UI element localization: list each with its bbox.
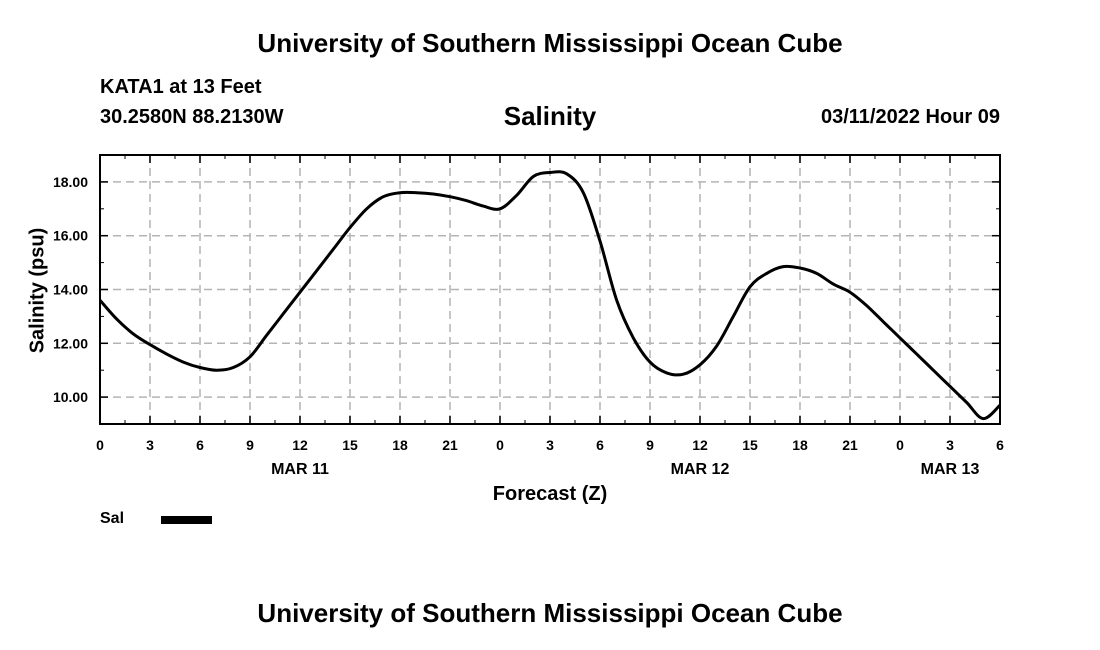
x-tick-label: 3 <box>946 437 954 453</box>
forecast-datetime: 03/11/2022 Hour 09 <box>820 106 1000 128</box>
x-tick-label: 3 <box>146 437 154 453</box>
x-tick-label: 12 <box>292 437 308 453</box>
x-tick-label: 21 <box>842 437 858 453</box>
x-tick-label: 9 <box>246 437 254 453</box>
x-tick-label: 9 <box>646 437 654 453</box>
chart-title: Salinity <box>503 101 597 131</box>
series-line-sal <box>98 170 1002 421</box>
legend-label: Sal <box>100 510 125 527</box>
date-label: MAR 13 <box>921 461 980 478</box>
x-tick-label: 6 <box>196 437 204 453</box>
legend-swatch <box>161 516 212 524</box>
bottom-title: University of Southern Mississippi Ocean… <box>257 598 843 628</box>
y-axis-label: Salinity (psu) <box>26 227 49 354</box>
x-tick-label: 15 <box>342 437 358 453</box>
x-tick-label: 0 <box>496 437 504 453</box>
x-tick-label: 18 <box>392 437 408 453</box>
x-tick-label: 12 <box>692 437 708 453</box>
x-tick-label: 18 <box>792 437 808 453</box>
x-tick-label: 15 <box>742 437 758 453</box>
x-tick-label: 6 <box>996 437 1004 453</box>
top-title: University of Southern Mississippi Ocean… <box>257 28 843 58</box>
x-tick-label: 0 <box>96 437 104 453</box>
x-tick-label: 6 <box>596 437 604 453</box>
station-label: KATA1 at 13 Feet <box>100 76 262 98</box>
x-tick-label: 3 <box>546 437 554 453</box>
date-label: MAR 12 <box>671 461 730 478</box>
y-tick-label: 12.00 <box>53 335 88 351</box>
y-tick-label: 18.00 <box>53 174 88 190</box>
y-tick-label: 10.00 <box>53 389 88 405</box>
y-tick-label: 16.00 <box>53 228 88 244</box>
station-coordinates: 30.2580N 88.2130W <box>100 106 284 128</box>
date-label: MAR 11 <box>271 461 329 478</box>
y-tick-label: 14.00 <box>53 282 88 298</box>
x-tick-label: 21 <box>442 437 458 453</box>
x-tick-label: 0 <box>896 437 904 453</box>
x-axis-label: Forecast (Z) <box>492 483 608 505</box>
